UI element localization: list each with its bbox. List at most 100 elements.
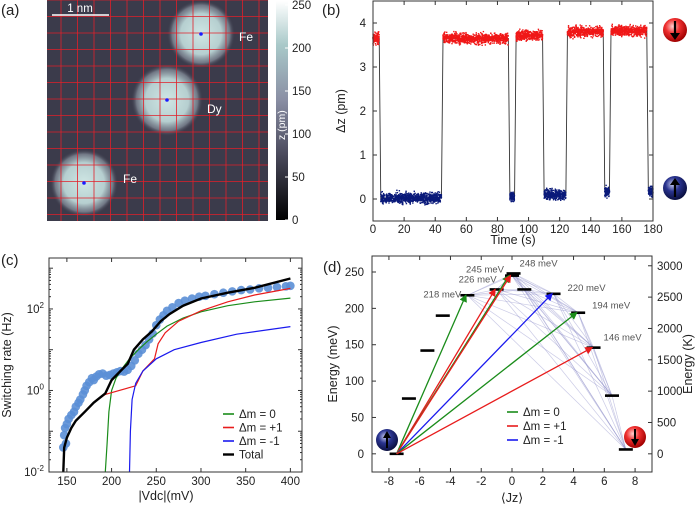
data-point-down: [461, 35, 463, 38]
data-point-up: [439, 199, 441, 202]
data-point-down: [643, 30, 646, 33]
data-point-up: [605, 184, 607, 187]
data-point-up: [401, 196, 403, 198]
data-point-up: [407, 198, 409, 200]
data-point-down: [616, 31, 618, 34]
data-point-up: [608, 191, 611, 193]
data-point-down: [480, 41, 483, 43]
data-point-up: [650, 193, 653, 195]
data-point-up: [389, 194, 392, 196]
data-point-up: [557, 194, 559, 196]
data-point-up: [564, 195, 566, 198]
data-point-down: [526, 32, 529, 34]
data-point-up: [401, 202, 404, 204]
data-point-down: [505, 42, 507, 44]
data-point-up: [554, 190, 556, 192]
data-point-down: [374, 31, 376, 33]
data-point-up: [437, 193, 439, 195]
data-point-down: [574, 32, 577, 34]
data-point-up: [544, 191, 546, 194]
data-point-up: [421, 201, 423, 204]
data-point-down: [572, 26, 575, 28]
data-point-down: [575, 30, 578, 33]
data-point-down: [590, 30, 593, 33]
data-point-down: [566, 33, 569, 36]
data-point-down: [522, 29, 524, 31]
data-point-down: [568, 27, 570, 29]
data-point-up: [419, 195, 421, 197]
data-point-up: [438, 194, 441, 196]
data-point-up: [407, 192, 410, 194]
data-point-down: [498, 36, 500, 39]
data-point-down: [643, 27, 645, 29]
data-point-down: [464, 37, 466, 40]
data-point-down: [567, 30, 570, 32]
data-point-down: [374, 42, 377, 45]
data-point-up: [431, 199, 433, 202]
data-point-up: [438, 200, 440, 202]
x-tick-label: 0: [509, 476, 515, 488]
data-point-down: [634, 32, 636, 34]
level-energy-label: 248 meV: [520, 258, 559, 269]
data-point-down: [490, 38, 493, 41]
data-point-down: [593, 27, 595, 29]
data-point-down: [577, 31, 579, 33]
data-point-up: [415, 194, 417, 197]
data-point-up: [430, 198, 433, 200]
data-point-down: [479, 43, 481, 46]
data-point-up: [564, 192, 567, 195]
data-point-down: [492, 38, 494, 40]
data-point-down: [638, 34, 640, 36]
legend: Δm = 0 Δm = +1Δm = -1 Total: [223, 409, 282, 462]
data-point-down: [642, 26, 645, 28]
data-point-down: [611, 23, 613, 26]
data-point-down: [452, 37, 454, 39]
data-point-down: [596, 25, 598, 27]
data-point-down: [636, 26, 638, 29]
data-point-up: [440, 194, 443, 196]
data-point-down: [580, 26, 582, 28]
data-point-down: [477, 41, 479, 43]
data-point-down: [447, 34, 449, 36]
data-point-down: [634, 28, 636, 31]
relaxation-path: [496, 289, 594, 348]
x-axis-label: Time (s): [490, 233, 535, 247]
data-point-down: [522, 33, 525, 35]
data-point-down: [594, 32, 597, 35]
data-point-up: [422, 193, 425, 195]
data-point-down: [503, 34, 505, 36]
data-point-down: [570, 35, 572, 37]
data-point-down: [616, 33, 619, 35]
data-point-down: [587, 27, 589, 29]
data-point-down: [515, 32, 518, 34]
data-point-down: [611, 29, 613, 31]
data-point-down: [577, 28, 579, 30]
data-point-up: [565, 191, 567, 194]
data-point-up: [417, 194, 419, 197]
data-point-down: [515, 33, 517, 35]
data-point-down: [589, 30, 591, 32]
data-point-down: [577, 35, 579, 37]
data-point-up: [510, 193, 513, 196]
data-point-down: [631, 26, 633, 28]
data-point-up: [435, 195, 438, 198]
y2-tick-label: 3000: [657, 261, 683, 273]
data-point-up: [404, 193, 407, 195]
data-point-down: [632, 29, 634, 31]
data-point-up: [412, 202, 414, 204]
data-point-up: [404, 199, 406, 201]
data-point-down: [640, 33, 643, 35]
data-point-up: [408, 200, 411, 202]
data-point-down: [467, 41, 470, 44]
x-tick-label: 40: [429, 224, 442, 236]
data-point-down: [474, 42, 476, 45]
data-point-up: [605, 187, 607, 190]
relaxation-path: [511, 275, 554, 295]
data-point-down: [521, 36, 523, 39]
data-point-up: [405, 199, 408, 201]
data-point-down: [593, 29, 596, 31]
data-point-up: [431, 191, 434, 194]
data-point-down: [621, 33, 624, 36]
data-point-up: [651, 186, 654, 189]
data-point-up: [559, 190, 562, 192]
